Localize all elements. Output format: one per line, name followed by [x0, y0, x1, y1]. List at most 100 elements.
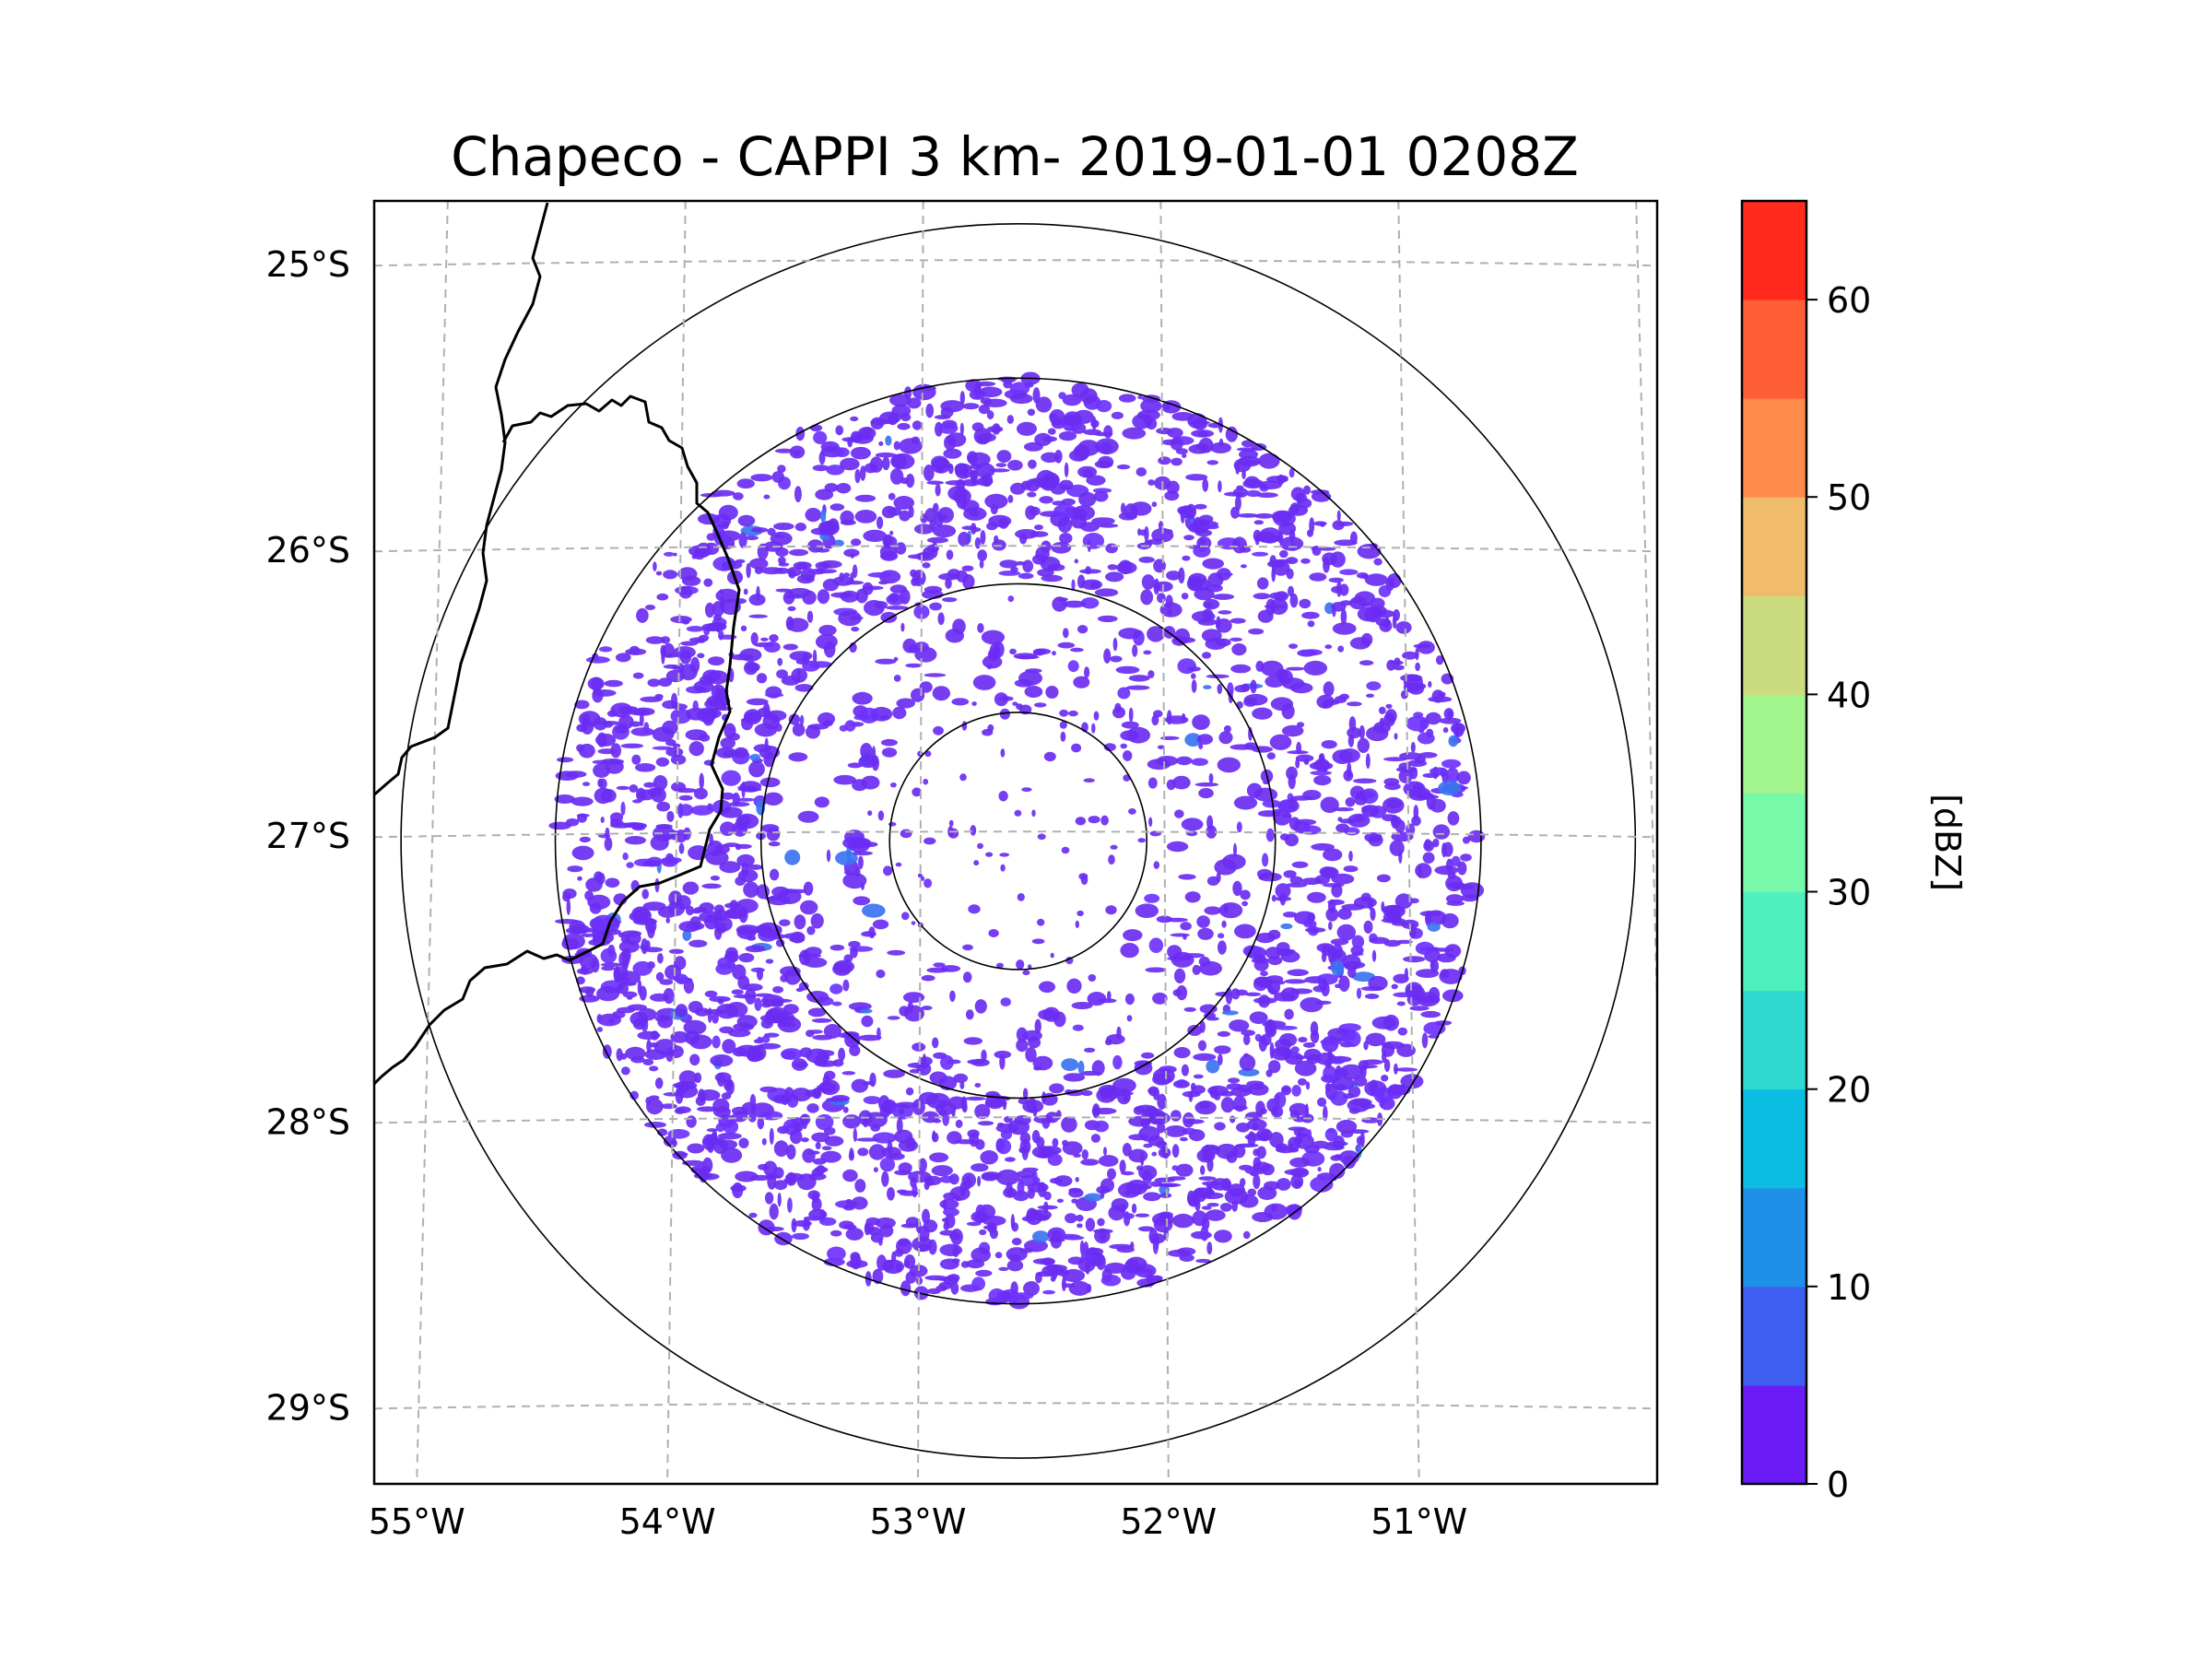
echo-cell	[835, 851, 858, 865]
echo-cell	[1217, 683, 1223, 695]
echo-cell	[1128, 1148, 1148, 1163]
echo-cell	[1149, 538, 1164, 546]
echo-cell	[625, 932, 641, 946]
echo-cell	[1264, 1181, 1280, 1191]
echo-cell	[735, 899, 759, 913]
echo-cell	[1329, 1162, 1346, 1180]
echo-cell	[1147, 479, 1156, 486]
echo-cell	[663, 1135, 677, 1147]
echo-cell	[882, 456, 890, 471]
echo-cell	[924, 878, 933, 888]
echo-cell	[1354, 591, 1376, 606]
echo-cell	[1344, 1030, 1361, 1047]
echo-cell	[1159, 735, 1180, 741]
echo-cell	[1328, 921, 1333, 931]
echo-cell	[875, 452, 897, 458]
echo-cell	[1012, 701, 1018, 706]
echo-cell	[1007, 460, 1023, 471]
echo-cell	[1196, 915, 1210, 928]
echo-cell	[979, 1229, 987, 1236]
echo-cell	[885, 606, 909, 610]
echo-cell	[876, 969, 886, 979]
echo-cell	[1197, 1040, 1207, 1052]
echo-cell	[1156, 756, 1179, 767]
echo-cell	[1000, 1129, 1012, 1140]
echo-cell	[1090, 1134, 1100, 1143]
echo-cell	[725, 947, 738, 958]
echo-cell	[1061, 1116, 1077, 1133]
echo-cell	[1148, 937, 1164, 953]
echo-cell	[704, 990, 718, 998]
echo-cell	[576, 813, 590, 818]
echo-cell	[1397, 1027, 1408, 1036]
echo-cell	[885, 435, 892, 446]
echo-cell	[979, 559, 984, 569]
echo-cell	[929, 602, 942, 611]
echo-cell	[1221, 1010, 1239, 1016]
echo-cell	[1022, 559, 1034, 573]
echo-cell	[1132, 644, 1138, 657]
echo-cell	[858, 1034, 882, 1041]
echo-cell	[830, 1230, 842, 1237]
echo-cell	[1217, 933, 1225, 939]
echo-cell	[843, 548, 860, 558]
echo-cell	[1284, 1052, 1303, 1065]
echo-cell	[1270, 697, 1294, 712]
echo-cell	[873, 1167, 878, 1172]
echo-cell	[735, 843, 752, 850]
echo-cell	[1432, 838, 1440, 848]
echo-cell	[1116, 1088, 1131, 1105]
echo-cell	[796, 574, 815, 584]
echo-cell	[959, 391, 966, 406]
colorbar-bin	[1742, 990, 1806, 1090]
echo-cell	[777, 657, 783, 666]
echo-cell	[1236, 1123, 1251, 1133]
echo-cell	[1178, 874, 1196, 880]
echo-cell	[658, 677, 673, 688]
echo-cell	[1348, 716, 1357, 732]
echo-cell	[1084, 666, 1090, 678]
echo-cell	[1184, 891, 1201, 903]
echo-cell	[1288, 504, 1309, 516]
echo-cell	[969, 510, 980, 517]
echo-cell	[1256, 531, 1277, 543]
echo-cell	[765, 1006, 789, 1024]
echo-cell	[794, 684, 814, 692]
echo-cell	[1081, 1149, 1089, 1160]
echo-cell	[1166, 571, 1182, 581]
echo-cell	[1067, 660, 1079, 673]
echo-cell	[721, 770, 741, 786]
echo-cell	[678, 804, 694, 817]
echo-cell	[1062, 394, 1082, 406]
echo-cell	[947, 1131, 962, 1145]
echo-cell	[1116, 1026, 1122, 1040]
echo-cell	[1025, 478, 1041, 492]
echo-cell	[1140, 398, 1162, 414]
echo-cell	[744, 661, 759, 676]
echo-cell	[788, 713, 801, 725]
echo-cell	[1302, 1041, 1316, 1048]
echo-cell	[840, 457, 860, 471]
echo-cell	[702, 711, 714, 726]
echo-cell	[1176, 985, 1188, 1001]
echo-cell	[1373, 722, 1391, 734]
echo-cell	[623, 822, 645, 829]
echo-cell	[1019, 1132, 1031, 1145]
echo-cell	[797, 810, 819, 823]
echo-cell	[749, 1094, 757, 1111]
echo-cell	[606, 710, 618, 717]
echo-cell	[852, 691, 873, 705]
echo-cell	[1138, 1165, 1158, 1181]
echo-cell	[1420, 1010, 1441, 1018]
echo-cell	[620, 801, 626, 816]
echo-cell	[736, 926, 757, 939]
echo-cell	[1323, 848, 1343, 862]
echo-cell	[1105, 905, 1117, 915]
echo-cell	[715, 1004, 738, 1019]
echo-cell	[1431, 689, 1444, 703]
echo-cell	[1330, 1090, 1348, 1106]
echo-cell	[1037, 918, 1045, 926]
echo-cell	[1434, 865, 1459, 876]
echo-cell	[1092, 416, 1097, 431]
